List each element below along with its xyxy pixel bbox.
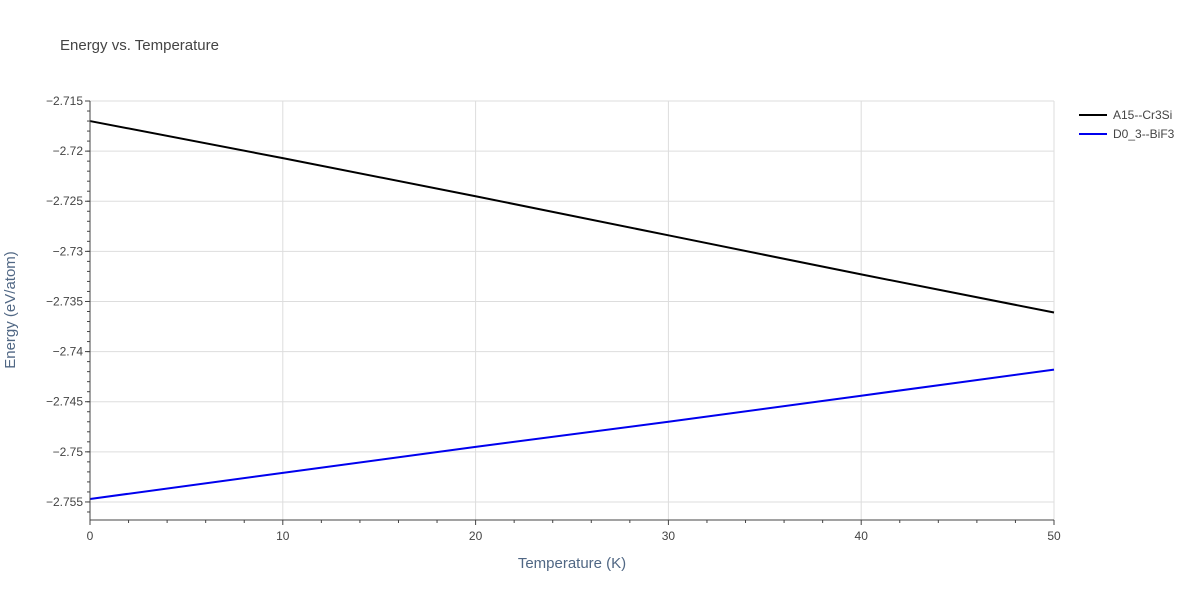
y-tick-label: −2.74 xyxy=(53,345,84,359)
series-layer xyxy=(89,120,1055,500)
series-line-1 xyxy=(89,120,1055,314)
y-tick-label: −2.73 xyxy=(53,244,84,258)
chart-title: Energy vs. Temperature xyxy=(60,37,219,54)
y-tick-label: −2.755 xyxy=(46,495,83,509)
x-tick-label: 10 xyxy=(276,529,290,543)
grid xyxy=(90,100,1055,520)
y-axis-title: Energy (eV/atom) xyxy=(2,251,19,369)
legend-label: D0_3--BiF3 xyxy=(1113,127,1175,141)
x-axis-title: Temperature (K) xyxy=(518,555,626,572)
axes: 0 10 20 30 40 50 −2.715 −2.72 −2.725 −2.73 −2.735 −… xyxy=(46,94,1061,543)
x-tick-label: 50 xyxy=(1047,529,1061,543)
y-tick-label: −2.75 xyxy=(53,445,84,459)
y-tick-label: −2.725 xyxy=(46,194,83,208)
x-tick-label: 30 xyxy=(662,529,676,543)
y-tick-label: −2.745 xyxy=(46,395,83,409)
legend-label: A15--Cr3Si xyxy=(1113,108,1172,122)
y-tick-label: −2.735 xyxy=(46,294,83,308)
x-tick-label: 0 xyxy=(87,529,94,543)
series-line-2 xyxy=(89,368,1055,500)
x-tick-label: 40 xyxy=(855,529,869,543)
y-tick-label: −2.715 xyxy=(46,94,83,108)
legend: A15--Cr3Si D0_3--BiF3 xyxy=(1079,108,1175,141)
x-tick-label: 20 xyxy=(469,529,483,543)
y-tick-label: −2.72 xyxy=(53,144,84,158)
